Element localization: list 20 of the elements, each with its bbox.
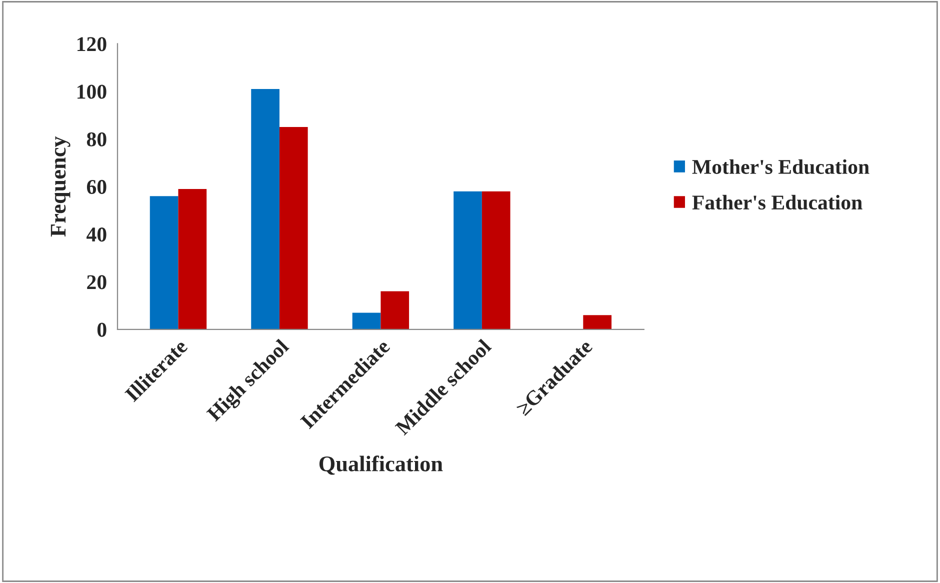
y-axis-title: Frequency (50, 136, 70, 237)
bar (583, 315, 612, 330)
legend-label: Father's Education (692, 194, 862, 210)
bar (251, 88, 280, 330)
y-tick-label: 0 (97, 322, 106, 337)
y-tick-label: 20 (87, 275, 106, 290)
y-tick-label: 80 (86, 132, 106, 146)
bar (380, 291, 410, 330)
bar (454, 191, 482, 330)
bar (279, 127, 308, 330)
bar (482, 191, 510, 330)
bar (352, 312, 381, 330)
legend-label: Mother's Education (692, 159, 870, 174)
y-tick-label: 40 (86, 228, 106, 242)
y-tick-label: 60 (86, 180, 106, 194)
bar (178, 188, 207, 330)
x-axis-title: Qualification (319, 456, 443, 475)
bar (150, 196, 178, 330)
y-tick-label: 120 (78, 37, 106, 52)
y-tick-label: 100 (78, 84, 106, 99)
